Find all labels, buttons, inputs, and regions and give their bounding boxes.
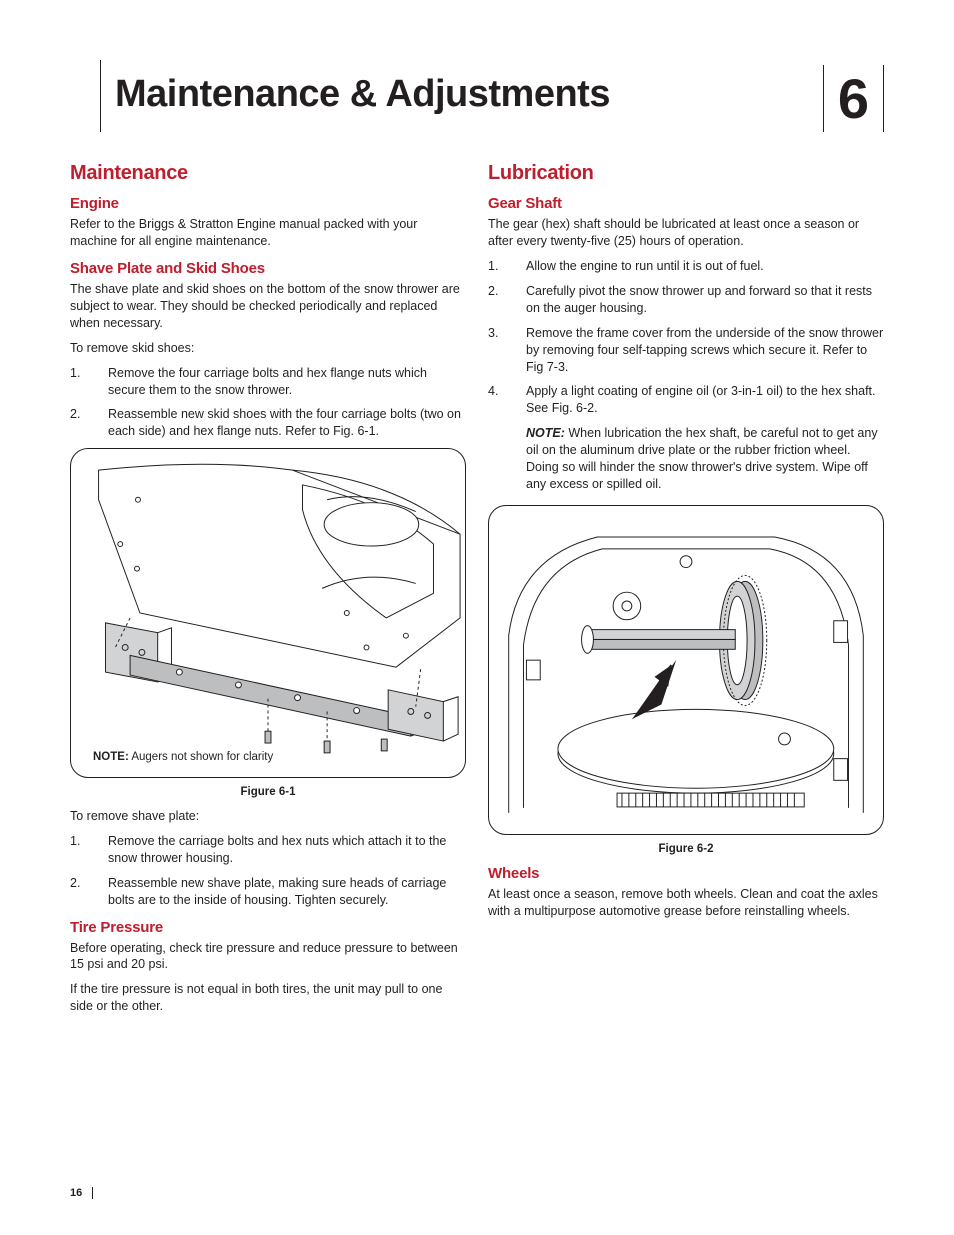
engine-para: Refer to the Briggs & Stratton Engine ma… — [70, 216, 466, 250]
gear-note: NOTE: When lubrication the hex shaft, be… — [488, 425, 884, 493]
gear-step: Remove the frame cover from the undersid… — [488, 325, 884, 376]
content-columns: Maintenance Engine Refer to the Briggs &… — [70, 162, 884, 1023]
shave-heading: Shave Plate and Skid Shoes — [70, 260, 466, 277]
shave-para: The shave plate and skid shoes on the bo… — [70, 281, 466, 332]
skid-step: Remove the four carriage bolts and hex f… — [70, 365, 466, 399]
figure-6-1-svg — [71, 449, 465, 777]
tire-para-1: Before operating, check tire pressure an… — [70, 940, 466, 974]
shave-step: Remove the carriage bolts and hex nuts w… — [70, 833, 466, 867]
skid-step: Reassemble new skid shoes with the four … — [70, 406, 466, 440]
note-text: When lubrication the hex shaft, be caref… — [526, 426, 878, 491]
gear-heading: Gear Shaft — [488, 195, 884, 212]
chapter-number: 6 — [823, 65, 884, 132]
shave-step: Reassemble new shave plate, making sure … — [70, 875, 466, 909]
note-text: Augers not shown for clarity — [129, 751, 273, 763]
gear-para: The gear (hex) shaft should be lubricate… — [488, 216, 884, 250]
tire-heading: Tire Pressure — [70, 919, 466, 936]
gear-step: Carefully pivot the snow thrower up and … — [488, 283, 884, 317]
figure-6-2 — [488, 505, 884, 835]
maintenance-heading: Maintenance — [70, 162, 466, 185]
skid-lead: To remove skid shoes: — [70, 340, 466, 357]
figure-6-2-caption: Figure 6-2 — [488, 843, 884, 855]
note-label: NOTE: — [93, 751, 129, 763]
skid-steps: Remove the four carriage bolts and hex f… — [70, 365, 466, 441]
lubrication-heading: Lubrication — [488, 162, 884, 185]
gear-steps: Allow the engine to run until it is out … — [488, 258, 884, 417]
figure-6-1: NOTE: Augers not shown for clarity — [70, 448, 466, 778]
chapter-header: Maintenance & Adjustments 6 — [100, 60, 884, 132]
chapter-title: Maintenance & Adjustments — [100, 60, 610, 132]
wheels-heading: Wheels — [488, 865, 884, 882]
figure-6-2-svg — [489, 506, 883, 834]
left-column: Maintenance Engine Refer to the Briggs &… — [70, 162, 466, 1023]
figure-6-1-note: NOTE: Augers not shown for clarity — [93, 751, 273, 763]
engine-heading: Engine — [70, 195, 466, 212]
shave-lead: To remove shave plate: — [70, 808, 466, 825]
figure-6-1-caption: Figure 6-1 — [70, 786, 466, 798]
shave-steps: Remove the carriage bolts and hex nuts w… — [70, 833, 466, 909]
right-column: Lubrication Gear Shaft The gear (hex) sh… — [488, 162, 884, 1023]
page-number: 16 — [70, 1187, 93, 1199]
tire-para-2: If the tire pressure is not equal in bot… — [70, 981, 466, 1015]
wheels-para: At least once a season, remove both whee… — [488, 886, 884, 920]
gear-step: Allow the engine to run until it is out … — [488, 258, 884, 275]
note-label: NOTE: — [526, 426, 565, 440]
gear-step: Apply a light coating of engine oil (or … — [488, 383, 884, 417]
